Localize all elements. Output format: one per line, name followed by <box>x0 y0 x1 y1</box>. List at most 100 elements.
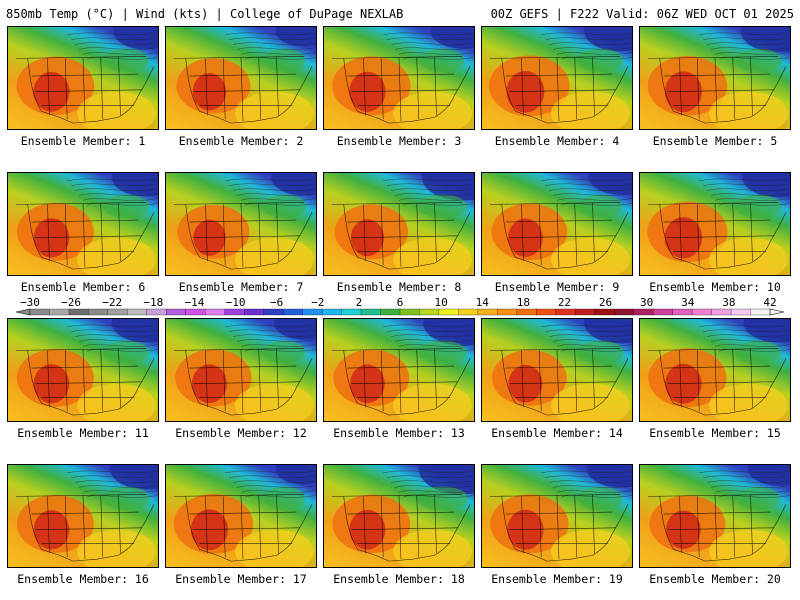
colorbar-swatch <box>730 308 751 316</box>
cool-region <box>420 48 465 73</box>
cool-region <box>263 340 306 365</box>
cool-region <box>577 340 624 365</box>
ensemble-member-label: Ensemble Member: 3 <box>336 134 462 148</box>
colorbar-tick-label: 38 <box>722 296 735 309</box>
cold-anomaly <box>743 319 790 343</box>
wind-contours <box>67 324 158 352</box>
colorbar-swatch <box>205 308 226 316</box>
cold-anomaly <box>742 173 790 198</box>
political-borders <box>331 348 471 416</box>
political-borders <box>15 202 155 270</box>
ensemble-member-label: Ensemble Member: 19 <box>491 572 623 586</box>
ensemble-member-label: Ensemble Member: 15 <box>649 426 781 440</box>
cold-anomaly <box>430 27 474 49</box>
ensemble-member-label: Ensemble Member: 2 <box>178 134 304 148</box>
colorbar-tick-label: −14 <box>185 296 205 309</box>
colorbar-swatch <box>127 308 148 316</box>
ensemble-member-panel: Ensemble Member: 7 <box>165 172 317 294</box>
member-map <box>165 172 317 276</box>
cool-region <box>735 340 782 365</box>
colorbar-swatch <box>458 308 479 316</box>
colorbar-tick-label: −2 <box>311 296 324 309</box>
member-map <box>323 172 475 276</box>
political-borders <box>647 348 787 416</box>
political-borders <box>647 56 787 124</box>
cold-anomaly <box>748 465 790 486</box>
colorbar-swatch <box>146 308 167 316</box>
colorbar-swatch <box>594 308 615 316</box>
cool-region <box>262 194 307 219</box>
political-borders <box>173 202 313 270</box>
colorbar-swatch <box>672 308 693 316</box>
ensemble-member-label: Ensemble Member: 9 <box>494 280 620 294</box>
wind-contours <box>67 470 158 498</box>
colorbar-swatch <box>185 308 206 316</box>
ensemble-member-label: Ensemble Member: 8 <box>336 280 462 294</box>
member-map <box>7 26 159 130</box>
colorbar-swatch <box>536 308 557 316</box>
colorbar-tick-label: −10 <box>226 296 246 309</box>
southeast-warm-region <box>551 383 631 421</box>
southeast-warm-region <box>551 529 631 567</box>
political-borders <box>331 202 471 270</box>
ensemble-member-panel: Ensemble Member: 13 <box>323 318 475 440</box>
political-borders <box>647 494 787 562</box>
colorbar-swatch <box>555 308 576 316</box>
member-map <box>7 172 159 276</box>
colorbar-swatch <box>575 308 596 316</box>
member-map <box>481 464 633 568</box>
ensemble-member-label: Ensemble Member: 7 <box>178 280 304 294</box>
colorbar-swatch <box>477 308 498 316</box>
colorbar-swatch <box>633 308 654 316</box>
wind-contours <box>699 324 790 352</box>
cold-anomaly <box>584 27 632 52</box>
colorbar-tick-label: 42 <box>763 296 776 309</box>
wind-contours <box>541 470 632 498</box>
temperature-colorbar: −30 −26 −22 −18 −14 −10 −6 −2 2 6 10 14 18 22 26 30 34 38… <box>15 296 785 316</box>
member-map <box>639 26 791 130</box>
cold-anomaly <box>421 173 474 201</box>
wind-contours <box>699 32 790 60</box>
cool-region <box>416 486 469 511</box>
colorbar-swatch <box>653 308 674 316</box>
colorbar-swatch <box>29 308 50 316</box>
ensemble-member-label: Ensemble Member: 17 <box>175 572 307 586</box>
colorbar-swatch <box>49 308 70 316</box>
ensemble-member-label: Ensemble Member: 12 <box>175 426 307 440</box>
ensemble-member-panel: Ensemble Member: 3 <box>323 26 475 148</box>
colorbar-max-arrow <box>769 308 785 316</box>
colorbar-tick-label: 6 <box>397 296 404 309</box>
cool-region <box>737 486 780 511</box>
political-borders <box>173 348 313 416</box>
member-map <box>639 464 791 568</box>
colorbar-tick-label: 30 <box>640 296 653 309</box>
political-borders <box>647 202 787 270</box>
colorbar-tick-label: 34 <box>681 296 695 309</box>
cool-region <box>418 340 467 365</box>
colorbar-tick-label: 26 <box>599 296 612 309</box>
member-map <box>165 318 317 422</box>
cold-anomaly <box>111 173 158 197</box>
southeast-warm-region <box>77 91 157 129</box>
colorbar-tick-label: 18 <box>517 296 530 309</box>
member-map <box>639 318 791 422</box>
ensemble-member-panel: Ensemble Member: 20 <box>639 464 791 586</box>
ensemble-member-panel: Ensemble Member: 1 <box>7 26 159 148</box>
ensemble-member-panel: Ensemble Member: 6 <box>7 172 159 294</box>
colorbar-swatch <box>497 308 518 316</box>
cool-region <box>577 48 624 73</box>
colorbar-tick-label: 10 <box>434 296 447 309</box>
political-borders <box>173 494 313 562</box>
cool-region <box>263 486 306 511</box>
colorbar-min-arrow <box>15 308 31 316</box>
chart-title: 850mb Temp (°C) | Wind (kts) | College o… <box>6 7 404 21</box>
political-borders <box>489 348 629 416</box>
ensemble-member-label: Ensemble Member: 10 <box>649 280 781 294</box>
wind-contours <box>383 32 474 60</box>
wind-contours <box>699 470 790 498</box>
member-map <box>481 26 633 130</box>
member-map <box>165 26 317 130</box>
cool-region <box>263 48 306 73</box>
wind-contours <box>67 178 158 206</box>
colorbar-swatch <box>244 308 265 316</box>
